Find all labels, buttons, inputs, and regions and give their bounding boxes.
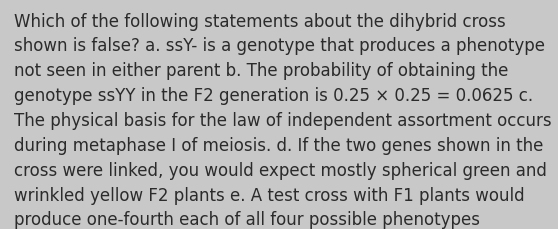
Text: cross were linked, you would expect mostly spherical green and: cross were linked, you would expect most… <box>14 161 547 179</box>
Text: during metaphase I of meiosis. d. If the two genes shown in the: during metaphase I of meiosis. d. If the… <box>14 136 543 154</box>
Text: not seen in either parent b. The probability of obtaining the: not seen in either parent b. The probabi… <box>14 62 508 80</box>
Text: The physical basis for the law of independent assortment occurs: The physical basis for the law of indepe… <box>14 112 551 129</box>
Text: genotype ssYY in the F2 generation is 0.25 × 0.25 = 0.0625 c.: genotype ssYY in the F2 generation is 0.… <box>14 87 533 105</box>
Text: Which of the following statements about the dihybrid cross: Which of the following statements about … <box>14 13 506 30</box>
Text: shown is false? a. ssY- is a genotype that produces a phenotype: shown is false? a. ssY- is a genotype th… <box>14 37 545 55</box>
Text: produce one-fourth each of all four possible phenotypes: produce one-fourth each of all four poss… <box>14 210 480 228</box>
Text: wrinkled yellow F2 plants e. A test cross with F1 plants would: wrinkled yellow F2 plants e. A test cros… <box>14 186 525 204</box>
